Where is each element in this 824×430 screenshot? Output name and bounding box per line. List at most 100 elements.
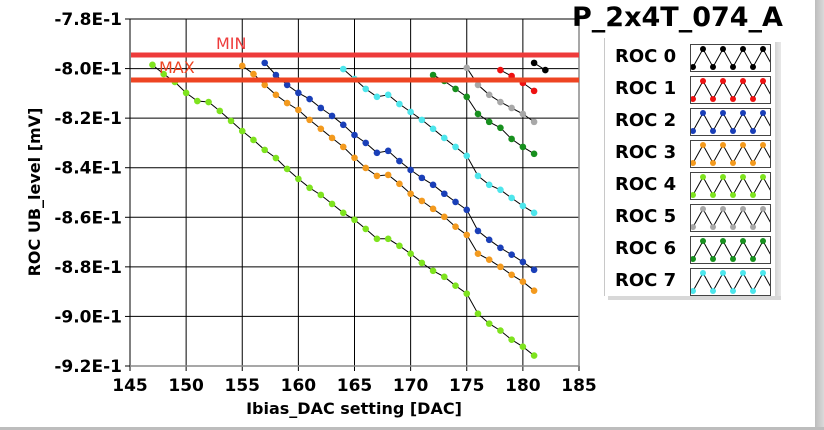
legend-swatch-marker: [700, 46, 706, 52]
data-point: [339, 121, 347, 129]
data-point: [530, 352, 538, 359]
data-point: [373, 172, 381, 180]
legend-swatch-marker: [770, 256, 771, 262]
legend-swatch-marker: [691, 288, 696, 294]
data-point: [407, 250, 414, 258]
legend-swatch-marker: [760, 174, 766, 180]
legend-swatch-marker: [720, 142, 726, 148]
data-point: [530, 87, 538, 95]
legend-swatch-marker: [760, 270, 766, 276]
data-point: [441, 273, 448, 281]
y-tick-label: -8.0E-1: [54, 60, 122, 80]
legend-swatch-marker: [740, 46, 746, 52]
legend-shadow: [774, 42, 781, 300]
legend-swatch: [690, 108, 771, 136]
legend-swatch-marker: [770, 128, 771, 134]
data-point: [362, 139, 370, 147]
data-point: [373, 93, 381, 101]
y-tick-label: -8.8E-1: [54, 258, 122, 278]
data-point: [485, 236, 493, 244]
legend-swatch-marker: [730, 64, 736, 70]
x-tick-label: 170: [393, 376, 429, 396]
data-point: [407, 108, 414, 116]
y-tick-label: -8.6E-1: [54, 208, 122, 228]
legend-swatch-marker: [760, 78, 766, 84]
data-point: [452, 223, 459, 231]
data-point: [373, 149, 381, 157]
legend-swatch-marker: [760, 206, 766, 212]
data-point: [519, 278, 527, 286]
grid: [130, 19, 579, 366]
legend-item-roc-5: ROC 5: [605, 204, 775, 232]
data-point: [542, 66, 549, 74]
data-point: [463, 152, 471, 160]
legend-swatch-marker: [691, 224, 696, 230]
data-point: [452, 143, 459, 151]
y-axis-title: ROC UB_level [mV]: [25, 108, 44, 277]
data-point: [519, 143, 527, 151]
data-point: [373, 235, 381, 243]
x-axis-title: Ibias_DAC setting [DAC]: [246, 399, 462, 418]
legend-swatch-marker: [750, 192, 756, 198]
data-point: [384, 147, 392, 155]
data-point: [182, 89, 190, 97]
data-point: [508, 135, 515, 143]
right-edge-bar: [815, 0, 824, 430]
data-point: [407, 190, 414, 198]
series-roc-4: [149, 61, 538, 359]
y-axis: -7.8E-1 -8.0E-1 -8.2E-1 -8.4E-1 -8.6E-1 -8.8E…: [54, 10, 130, 377]
data-point: [261, 146, 269, 154]
chart-title: P_2x4T_074_A: [572, 2, 783, 33]
data-point: [463, 206, 471, 214]
legend-swatch-marker: [700, 110, 706, 116]
legend-swatch-marker: [740, 110, 746, 116]
data-point: [418, 174, 426, 182]
data-point: [238, 127, 246, 135]
data-point: [485, 181, 493, 189]
x-tick-label: 155: [225, 376, 261, 396]
limit-label-max: MAX: [159, 58, 195, 77]
legend-swatch: [690, 236, 771, 264]
series-line: [342, 68, 535, 214]
data-point: [497, 98, 504, 106]
legend-swatch-marker: [770, 160, 771, 166]
legend-swatch-marker: [770, 96, 771, 102]
data-point: [295, 106, 302, 114]
data-point: [238, 62, 246, 70]
legend-swatch-marker: [720, 270, 726, 276]
legend-swatch-marker: [710, 224, 716, 230]
series-roc-6: [429, 71, 538, 158]
legend-item-roc-6: ROC 6: [605, 236, 775, 264]
legend-swatch-marker: [691, 128, 696, 134]
legend-swatch-marker: [730, 224, 736, 230]
data-point: [328, 134, 336, 142]
limit-lines-top: MIN MAX: [131, 34, 579, 83]
legend-swatch-marker: [700, 238, 706, 244]
legend-item-roc-4: ROC 4: [605, 172, 775, 200]
data-point: [508, 336, 515, 344]
data-point: [283, 165, 291, 173]
legend-swatch-marker: [691, 192, 696, 198]
legend-shadow-bottom: [608, 296, 781, 300]
data-point: [485, 320, 493, 327]
data-point: [194, 97, 201, 105]
legend-swatch-marker: [770, 64, 771, 70]
x-tick-label: 175: [449, 376, 485, 396]
x-tick-label: 150: [168, 376, 204, 396]
data-point: [295, 89, 302, 97]
data-point: [463, 64, 471, 72]
legend-swatch-marker: [730, 128, 736, 134]
data-point: [463, 290, 471, 297]
x-tick-label: 145: [112, 376, 148, 396]
legend-swatch-marker: [740, 174, 746, 180]
data-point: [530, 59, 538, 67]
data-point: [362, 85, 370, 93]
legend-swatch-marker: [720, 78, 726, 84]
legend-swatch: [690, 268, 771, 296]
data-point: [474, 172, 482, 180]
data-point: [429, 71, 437, 79]
legend-swatch-marker: [750, 160, 756, 166]
legend-swatch-marker: [700, 142, 706, 148]
data-point: [407, 166, 414, 174]
data-point: [396, 100, 403, 108]
